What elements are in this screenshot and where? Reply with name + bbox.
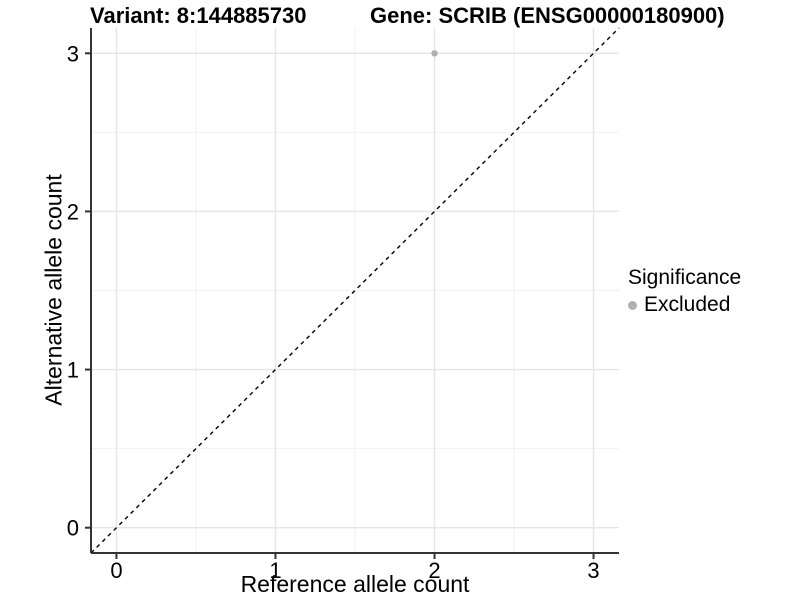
y-tick-label: 2 [67,199,79,224]
legend: Significance Excluded [628,266,741,317]
legend-item-excluded: Excluded [628,293,741,317]
x-tick-label: 2 [428,558,440,583]
x-tick-label: 3 [587,558,599,583]
legend-key-dot [628,300,637,310]
legend-item-label: Excluded [644,293,731,316]
plot-title-gene: Gene: SCRIB (ENSG00000180900) [370,3,725,28]
data-point-excluded [431,50,438,57]
x-tick-label: 0 [110,558,122,583]
y-tick-label: 1 [67,358,79,383]
x-tick-label: 1 [269,558,281,583]
x-axis-title: Reference allele count [240,571,470,597]
plot-title-variant: Variant: 8:144885730 [90,3,307,28]
y-tick-label: 0 [67,516,79,541]
y-tick-label: 3 [67,41,79,66]
legend-title: Significance [628,266,742,289]
y-axis-title: Alternative allele count [40,174,67,406]
